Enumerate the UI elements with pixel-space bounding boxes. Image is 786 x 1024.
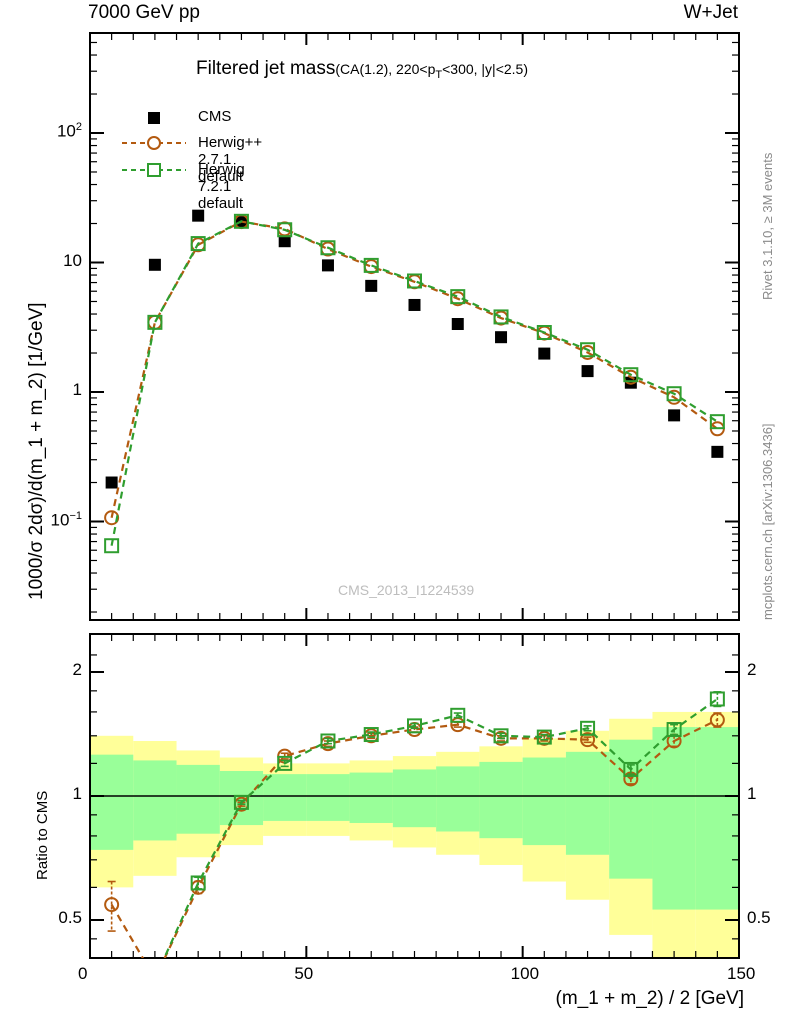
ratio-band-green — [176, 764, 220, 834]
datapoint-herwig7 — [666, 386, 682, 402]
ratio-point-herwig7 — [320, 733, 336, 749]
ratio-line-0 — [110, 718, 718, 958]
ratio-band-green — [522, 757, 566, 846]
ratio-point-herwig7 — [190, 875, 206, 891]
ratio-band-green — [652, 727, 696, 910]
datapoint-herwig7 — [233, 213, 249, 229]
datapoint-herwig7 — [147, 314, 163, 330]
datapoint-herwig7 — [407, 273, 422, 289]
datapoint-cms — [192, 209, 205, 222]
ytick-label-ratio: 2 — [72, 660, 82, 679]
datapoint-herwig7 — [623, 367, 639, 383]
ytick-label-ratio: 1 — [72, 784, 82, 803]
plot-title: Filtered jet mass(CA(1.2), 220<pT<300, |… — [196, 58, 528, 81]
datapoint-herwig7 — [190, 236, 206, 252]
datapoint-cms — [581, 365, 594, 378]
legend-label-cms: CMS — [198, 108, 232, 125]
xtick-label: 0 — [78, 964, 88, 983]
datapoint-cms — [408, 298, 421, 311]
datapoint-cms — [538, 347, 551, 360]
ratio-point-herwig7 — [536, 729, 552, 745]
legend-label-herwigpp: Herwig++ 2.7.1 default — [198, 134, 263, 185]
ratio-point-herwig7 — [363, 727, 379, 743]
ratio-point-herwig7 — [580, 720, 596, 736]
ratio-point-herwig7 — [407, 718, 422, 734]
ratio-band-green — [306, 774, 350, 821]
ratio-band-green — [695, 727, 739, 910]
ratio-band-green — [90, 754, 134, 850]
datapoint-herwig7 — [580, 342, 596, 358]
datapoint-cms — [321, 259, 334, 272]
xtick-label: 100 — [510, 964, 540, 983]
ratio-point-herwig7 — [623, 761, 639, 777]
legend-marker-herwig7 — [122, 163, 186, 177]
ratio-point-herwig7 — [233, 794, 249, 810]
plot-title-suffix: (CA(1.2), 220<pT<300, |y|<2.5) — [335, 61, 528, 81]
ratio-band-green — [436, 766, 480, 832]
ratio-band-green — [349, 772, 393, 823]
ratio-point-herwigpp — [104, 897, 120, 913]
ytick-label-main: 102 — [56, 121, 82, 141]
legend-marker-herwigpp — [122, 136, 186, 150]
datapoint-herwig7 — [320, 240, 336, 256]
ytick-label-main: 1 — [72, 380, 82, 399]
datapoint-cms — [668, 409, 681, 422]
ratio-band-green — [565, 751, 610, 855]
ytick-label-ratio-right: 1 — [747, 784, 757, 803]
datapoint-cms — [148, 258, 161, 271]
header-right: W+Jet — [683, 2, 738, 23]
legend-label-herwig7: Herwig 7.2.1 default — [198, 161, 245, 212]
datapoint-cms — [365, 279, 378, 292]
datapoint-cms — [711, 445, 724, 458]
series-line-1 — [110, 220, 719, 518]
header-left: 7000 GeV pp — [88, 2, 200, 23]
datapoint-herwig7 — [277, 222, 293, 238]
datapoint-herwig7 — [536, 325, 552, 341]
datapoint-cms — [451, 318, 464, 331]
ratio-point-herwig7 — [666, 722, 682, 738]
ratio-band-green — [263, 774, 307, 821]
ratio-band-green — [133, 760, 177, 841]
datapoint-herwig7 — [363, 257, 379, 273]
ytick-label-ratio: 0.5 — [58, 908, 82, 927]
ratio-band-green — [392, 769, 437, 828]
datapoint-herwig7 — [709, 414, 725, 430]
ratio-point-herwig7 — [709, 691, 725, 707]
ratio-point-herwigpp — [580, 732, 596, 748]
ratio-point-herwig7 — [493, 728, 509, 744]
datapoint-herwig7 — [450, 289, 466, 305]
watermark-label: CMS_2013_I1224539 — [338, 582, 475, 598]
plot-title-main: Filtered jet mass — [196, 58, 336, 79]
ratio-point-herwig7 — [277, 755, 293, 771]
ytick-label-main: 10−1 — [50, 509, 82, 530]
ratio-band-green — [609, 739, 653, 879]
datapoint-cms — [105, 476, 118, 489]
ytick-label-main: 10 — [63, 250, 82, 270]
main-panel-frame — [89, 32, 740, 621]
datapoint-cms — [278, 235, 291, 248]
xtick-label: 150 — [727, 964, 756, 983]
datapoint-cms — [495, 331, 508, 344]
datapoint-herwig7 — [104, 538, 120, 554]
ytick-label-ratio-right: 2 — [747, 660, 757, 679]
ratio-point-herwig7 — [450, 707, 466, 723]
datapoint-herwig7 — [493, 309, 509, 325]
series-line-2 — [110, 220, 718, 546]
xaxis-label: (m_1 + m_2) / 2 [GeV] — [555, 988, 745, 1009]
xtick-label: 50 — [294, 964, 314, 983]
ytick-label-ratio-right: 0.5 — [747, 908, 771, 927]
ratio-point-herwigpp — [709, 712, 725, 728]
legend-marker-cms — [148, 112, 160, 124]
ratio-band-green — [479, 761, 523, 839]
